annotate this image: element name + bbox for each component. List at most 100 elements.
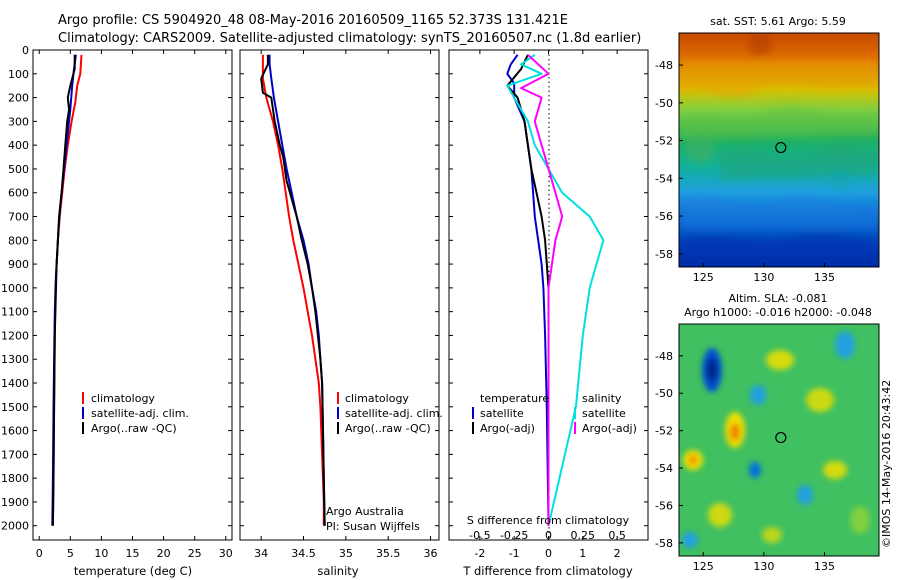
legend-label-s-satellite: satellite — [582, 407, 626, 420]
depth-tick-label: 700 — [8, 211, 29, 224]
difference-panel: -2 -1 0 1 2 -0.5 -0.25 0 0.25 0.5 S difference f… — [448, 49, 649, 578]
imos-credit: ©IMOS 14-May-2016 20:43:42 — [880, 380, 893, 548]
lat-tick-label: -56 — [655, 499, 673, 512]
depth-tick-label: 1600 — [1, 425, 29, 438]
x-tick-label: 20 — [157, 547, 171, 560]
argo-location-marker — [775, 431, 787, 444]
lat-tick-label: -50 — [655, 97, 673, 110]
legend-label-argo: Argo(..raw -QC) — [91, 422, 177, 435]
sla-map-title-line1: Altim. SLA: -0.081 — [728, 292, 827, 305]
t-difference-xlabel: T difference from climatology — [462, 564, 633, 578]
temperature-series — [51, 54, 83, 526]
x-tick-label: -2 — [474, 547, 485, 560]
depth-tick-label: 800 — [8, 234, 29, 247]
temperature-x-axis: 0 5 10 15 20 25 30 — [36, 50, 233, 560]
series-line-3 — [260, 54, 326, 526]
legend-label-climatology: climatology — [91, 392, 155, 405]
header-line2: Climatology: CARS2009. Satellite-adjuste… — [58, 31, 641, 46]
sst-map-title: sat. SST: 5.61 Argo: 5.59 — [710, 15, 846, 28]
legend-label-argo: Argo(..raw -QC) — [345, 422, 431, 435]
series-line-2 — [506, 54, 550, 526]
depth-tick-label: 1300 — [1, 353, 29, 366]
lat-tick-label: -48 — [655, 350, 673, 363]
credit-argo-australia: Argo Australia — [326, 505, 404, 518]
temperature-axes-frame — [32, 49, 233, 541]
salinity-panel: 34 34.5 35 35.5 36 salinity climatology sate… — [239, 49, 443, 578]
lon-tick-label: 135 — [814, 271, 835, 284]
depth-tick-label: 0 — [22, 44, 29, 57]
depth-tick-label: 400 — [8, 139, 29, 152]
x-tick-label: 25 — [188, 547, 202, 560]
salinity-x-axis: 34 34.5 35 35.5 36 — [254, 50, 438, 560]
s-difference-label: S difference from climatology — [467, 514, 630, 527]
sst-map-panel: sat. SST: 5.61 Argo: 5.59 125 130 135 -48 -5… — [655, 15, 880, 284]
credit-pi-name: PI: Susan Wijffels — [326, 520, 420, 533]
s-tick-label: -0.5 — [469, 529, 490, 542]
legend-title-salinity: salinity — [582, 392, 622, 405]
legend-label-t-argo: Argo(-adj) — [480, 422, 535, 435]
x-tick-label: 10 — [94, 547, 108, 560]
salinity-axes-frame — [239, 49, 440, 541]
depth-tick-label: 1500 — [1, 401, 29, 414]
t-difference-x-axis: -2 -1 0 1 2 — [474, 50, 621, 560]
series-line-4 — [520, 54, 564, 526]
depth-tick-label: 100 — [8, 68, 29, 81]
lat-tick-label: -54 — [655, 172, 673, 185]
sla-map-title-line2: Argo h1000: -0.016 h2000: -0.048 — [684, 306, 872, 319]
temperature-panel: 0100200300400500600700800900100011001200… — [1, 44, 648, 578]
depth-tick-label: 2000 — [1, 520, 29, 533]
depth-tick-label: 1000 — [1, 282, 29, 295]
series-line-1 — [261, 54, 325, 526]
difference-legend: temperature salinity satellite Argo(-adj… — [472, 392, 637, 435]
x-tick-label: 35.5 — [376, 547, 401, 560]
sla-heatmap — [679, 324, 879, 556]
sla-map-frame — [678, 323, 880, 557]
sla-map-panel: Altim. SLA: -0.081 Argo h1000: -0.016 h2… — [655, 292, 893, 573]
x-tick-label: 34.5 — [291, 547, 316, 560]
header-line1: Argo profile: CS 5904920_48 08-May-2016 … — [58, 13, 568, 28]
sla-map-axes: 125 130 135 -48 -50 -52 -54 -56 -58 — [655, 350, 835, 573]
legend-label-satellite: satellite-adj. clim. — [345, 407, 443, 420]
lat-tick-label: -56 — [655, 210, 673, 223]
lat-tick-label: -50 — [655, 387, 673, 400]
lon-tick-label: 130 — [753, 560, 774, 573]
s-tick-label: -0.25 — [500, 529, 528, 542]
temperature-legend: climatology satellite-adj. clim. Argo(..… — [82, 392, 189, 435]
x-tick-label: 2 — [614, 547, 621, 560]
lat-tick-label: -54 — [655, 462, 673, 475]
x-tick-label: 1 — [579, 547, 586, 560]
sst-map-axes: 125 130 135 -48 -50 -52 -54 -56 -58 — [655, 59, 835, 284]
x-tick-label: 0 — [36, 547, 43, 560]
series-line-1 — [506, 54, 550, 526]
depth-tick-label: 1700 — [1, 448, 29, 461]
x-tick-label: -1 — [509, 547, 520, 560]
legend-label-t-satellite: satellite — [480, 407, 524, 420]
depth-tick-label: 1100 — [1, 306, 29, 319]
sst-heatmap — [679, 33, 879, 267]
x-tick-label: 35 — [339, 547, 353, 560]
salinity-series — [260, 54, 326, 526]
salinity-legend: climatology satellite-adj. clim. Argo(..… — [337, 392, 443, 435]
lat-tick-label: -52 — [655, 135, 673, 148]
x-tick-label: 0 — [545, 547, 552, 560]
series-line-3 — [506, 53, 605, 526]
x-tick-label: 5 — [67, 547, 74, 560]
depth-tick-label: 900 — [8, 258, 29, 271]
depth-tick-label: 600 — [8, 187, 29, 200]
depth-tick-label: 200 — [8, 92, 29, 105]
depth-tick-label: 1900 — [1, 496, 29, 509]
sst-map-frame — [678, 32, 880, 268]
s-difference-axis: -0.5 -0.25 0 0.25 0.5 — [469, 529, 626, 542]
legend-title-temperature: temperature — [480, 392, 549, 405]
legend-label-s-argo: Argo(-adj) — [582, 422, 637, 435]
argo-location-marker — [775, 141, 787, 154]
lon-tick-label: 125 — [693, 271, 714, 284]
s-tick-label: 0.5 — [608, 529, 626, 542]
depth-tick-label: 1800 — [1, 472, 29, 485]
depth-axis: 0 100 200 300 400 500 600 700 800 900 1000 1100 1200… — [1, 44, 648, 533]
x-tick-label: 30 — [219, 547, 233, 560]
temperature-xlabel: temperature (deg C) — [74, 564, 192, 578]
series-line-3 — [51, 54, 76, 526]
salinity-xlabel: salinity — [317, 564, 358, 578]
